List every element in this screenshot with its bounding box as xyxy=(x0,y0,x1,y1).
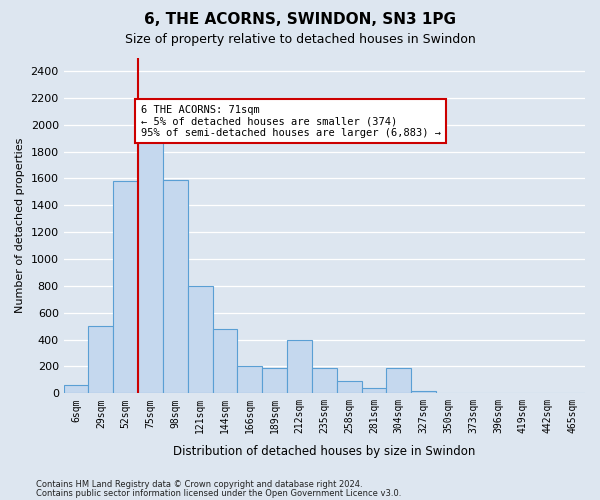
Bar xyxy=(337,380,362,394)
Bar xyxy=(163,180,188,394)
Bar xyxy=(312,368,337,394)
Bar xyxy=(212,329,238,394)
Bar xyxy=(113,181,138,394)
Bar xyxy=(64,385,88,394)
Bar xyxy=(138,136,163,394)
Text: 6, THE ACORNS, SWINDON, SN3 1PG: 6, THE ACORNS, SWINDON, SN3 1PG xyxy=(144,12,456,28)
Bar xyxy=(238,366,262,394)
Bar xyxy=(362,388,386,394)
Bar xyxy=(88,326,113,394)
Text: Contains public sector information licensed under the Open Government Licence v3: Contains public sector information licen… xyxy=(36,488,401,498)
Bar xyxy=(262,368,287,394)
Bar xyxy=(287,340,312,394)
Bar xyxy=(188,286,212,394)
X-axis label: Distribution of detached houses by size in Swindon: Distribution of detached houses by size … xyxy=(173,444,476,458)
Text: Size of property relative to detached houses in Swindon: Size of property relative to detached ho… xyxy=(125,32,475,46)
Text: Contains HM Land Registry data © Crown copyright and database right 2024.: Contains HM Land Registry data © Crown c… xyxy=(36,480,362,489)
Y-axis label: Number of detached properties: Number of detached properties xyxy=(15,138,25,313)
Text: 6 THE ACORNS: 71sqm
← 5% of detached houses are smaller (374)
95% of semi-detach: 6 THE ACORNS: 71sqm ← 5% of detached hou… xyxy=(140,104,440,138)
Bar xyxy=(386,368,411,394)
Bar xyxy=(411,390,436,394)
